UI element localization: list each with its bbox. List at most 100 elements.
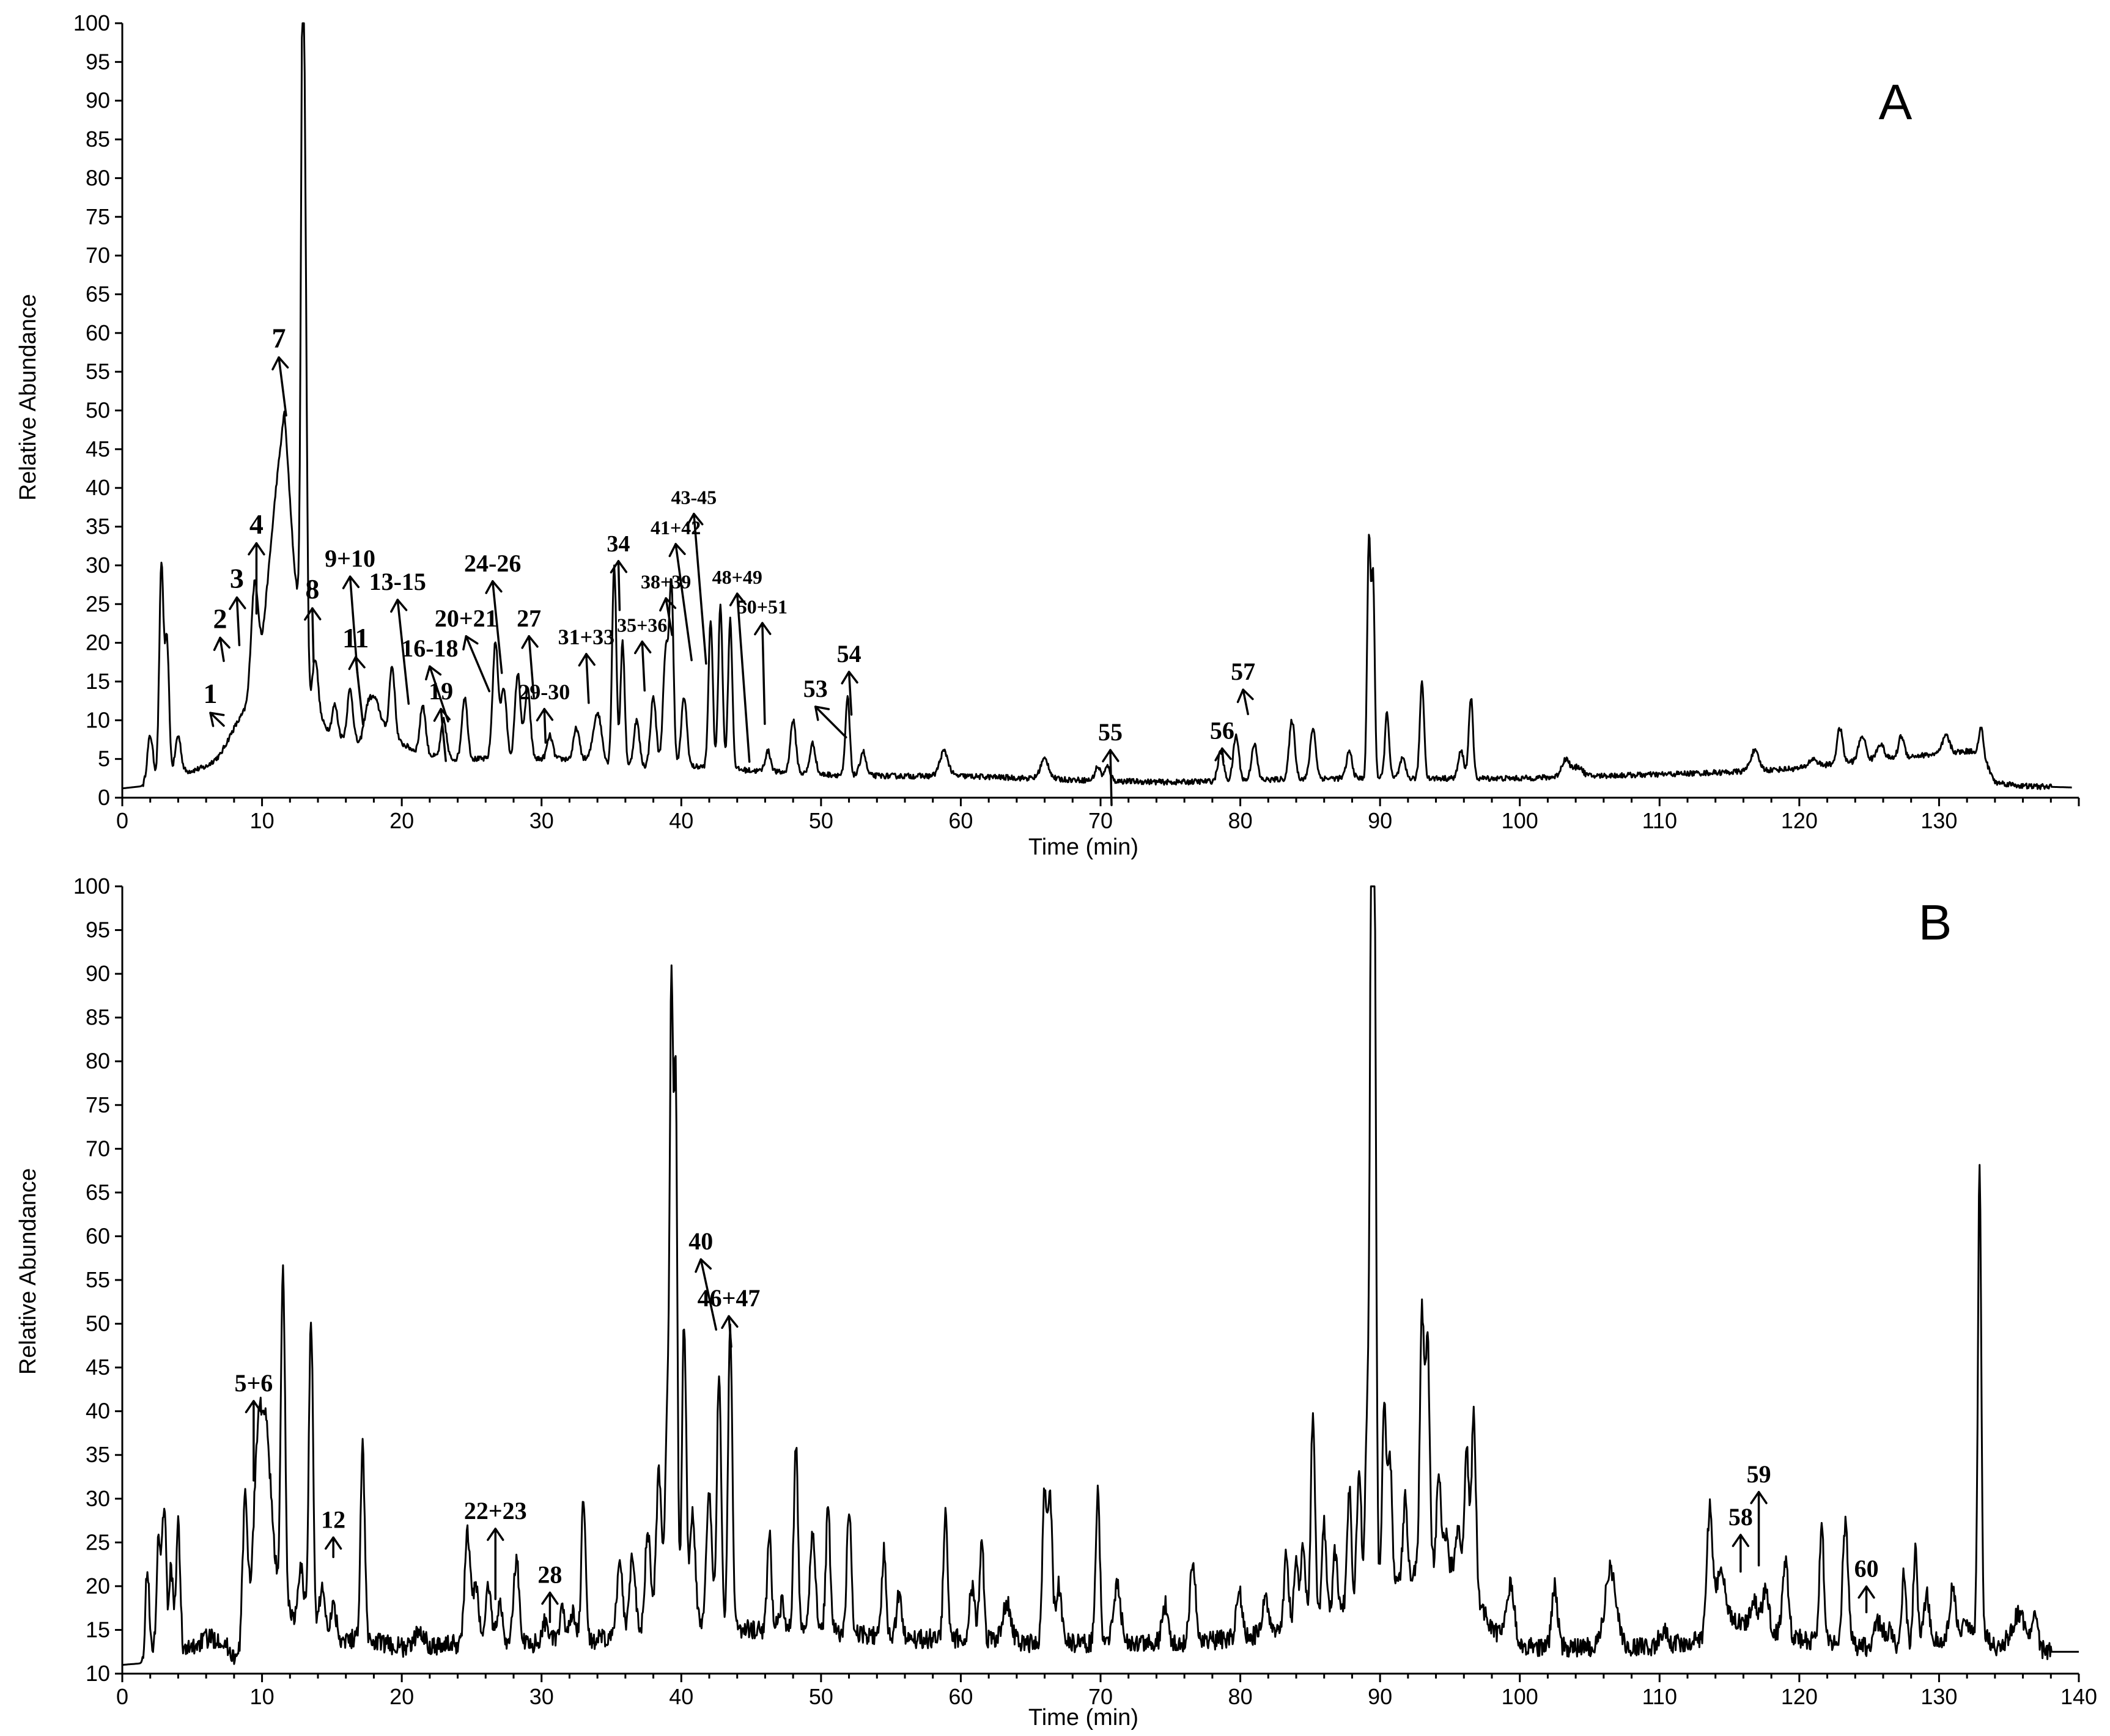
panel-a-trace <box>122 22 2072 790</box>
panel-a-annotation-arrow <box>354 656 364 726</box>
panel-a-annotation-arrow <box>219 636 225 663</box>
panel-a-annotation-arrowhead <box>425 665 442 681</box>
panel-a-peak-annotation: 8 <box>304 573 322 663</box>
panel-b-x-tick-label: 140 <box>2060 1684 2097 1709</box>
panel-a-annotation-arrow <box>665 597 673 636</box>
panel-a-annotation-arrow <box>1242 688 1249 715</box>
panel-a-y-axis: 0 5 10 15 20 25 30 35 40 45 50 55 60 65 70 75 80 85 90 95 10… <box>73 10 124 810</box>
panel-a-peak-label: 56 <box>1210 717 1234 745</box>
panel-a-annotation-arrow <box>736 592 751 763</box>
panel-a-y-tick-label: 90 <box>86 88 110 113</box>
panel-b-annotation-arrow <box>699 1258 718 1331</box>
panel-a-peak-annotation: 7 <box>271 323 289 417</box>
panel-b-y-tick-label: 80 <box>86 1048 110 1073</box>
panel-a-annotation-arrowhead <box>634 640 652 655</box>
panel-a-x-tick-label: 20 <box>389 808 414 833</box>
panel-a-chromatogram-trace <box>122 22 2072 790</box>
panel-a-y-tick-label: 85 <box>86 127 110 152</box>
panel-a-annotation-arrowhead <box>271 356 289 370</box>
panel-a-y-tick-label: 95 <box>86 49 110 74</box>
panel-b-trace <box>122 885 2079 1666</box>
panel-a-peak-label: 16-18 <box>401 634 458 662</box>
panel-a-peak-label: 41+42 <box>651 517 701 539</box>
panel-a-y-tick-label: 100 <box>73 10 110 35</box>
panel-b-label: B <box>1919 895 1952 951</box>
panel-a-annotation-arrow <box>585 653 590 704</box>
panel-a-annotation-arrowhead <box>610 560 628 574</box>
panel-a-peak-label: 11 <box>342 622 369 653</box>
panel-b-x-tick-label: 70 <box>1088 1684 1113 1709</box>
panel-a-y-tick-label: 80 <box>86 165 110 190</box>
panel-a-peak-label: 43-45 <box>671 487 717 509</box>
panel-a-annotation-arrow <box>209 712 225 727</box>
panel-a-annotation-arrow <box>1221 747 1225 763</box>
panel-a-y-tick-label: 20 <box>86 630 110 655</box>
panel-a-annotation-arrow <box>465 635 491 693</box>
panel-a-annotation-arrow <box>429 665 449 723</box>
panel-a-y-tick-label: 15 <box>86 669 110 694</box>
panel-a-peak-annotation: 41+42 <box>651 517 701 661</box>
panel-a-y-tick-label: 0 <box>98 785 110 810</box>
panel-a-y-tick-label: 55 <box>86 359 110 384</box>
panel-a-peak-label: 34 <box>607 531 630 557</box>
panel-a-annotation-arrowhead <box>462 635 479 651</box>
panel-a-peak-annotation: 57 <box>1231 658 1255 715</box>
panel-b-x-axis: 0 10 20 30 40 50 60 70 80 90 100 110 120 130 140 <box>116 1672 2097 1709</box>
panel-a-annotation-arrow <box>396 598 410 705</box>
chromatogram-panel-a: A Relative Abundance Time (min) 05101520… <box>15 10 2080 860</box>
panel-b-peak-annotation: 60 <box>1854 1554 1879 1614</box>
panel-a-annotation-arrow <box>491 580 503 674</box>
panel-b-x-tick-label: 90 <box>1368 1684 1392 1709</box>
panel-a-y-tick-label: 60 <box>86 320 110 345</box>
panel-a-annotation-arrow <box>761 622 766 726</box>
panel-b-y-tick-label: 45 <box>86 1355 110 1380</box>
panel-a-annotation-arrowhead <box>342 575 360 590</box>
panel-b-x-tick-label: 10 <box>250 1684 275 1709</box>
panel-a-annotation-arrowhead <box>668 543 686 557</box>
panel-b-peak-label: 60 <box>1854 1554 1879 1582</box>
panel-a-peak-annotation: 50+51 <box>737 595 788 726</box>
panel-a-peak-label: 24-26 <box>464 550 521 577</box>
panel-a-peak-annotation: 34 <box>607 531 630 611</box>
panel-a-peak-annotation: 53 <box>803 675 847 738</box>
panel-b-peak-label: 22+23 <box>464 1497 527 1525</box>
panel-b-peak-label: 58 <box>1728 1503 1753 1531</box>
panel-a-annotation-arrow <box>1109 749 1113 806</box>
panel-a-annotation-arrow <box>693 512 707 665</box>
panel-b-y-tick-label: 40 <box>86 1399 110 1424</box>
panel-a-peak-label: 57 <box>1231 658 1255 685</box>
panel-a-peak-annotation: 9+10 <box>325 545 375 674</box>
panel-a-annotation-arrowhead <box>754 622 772 636</box>
panel-b-x-tick-label: 30 <box>529 1684 554 1709</box>
panel-b-annotation-arrowhead <box>487 1528 504 1541</box>
panel-a-annotation-arrowhead <box>304 607 322 621</box>
panel-b-y-tick-label: 95 <box>86 918 110 943</box>
panel-a-peak-label: 1 <box>204 678 218 709</box>
panel-a-annotation-arrowhead <box>578 653 596 667</box>
panel-a-peak-label: 29-30 <box>518 680 570 704</box>
panel-a-peak-annotation: 20+21 <box>435 605 498 693</box>
panel-a-x-tick-label: 40 <box>669 808 693 833</box>
panel-b-y-tick-label: 90 <box>86 961 110 986</box>
panel-b-annotation-arrowhead <box>1750 1491 1768 1504</box>
panel-b-annotation-arrowhead <box>541 1591 559 1605</box>
panel-a-peak-label: 2 <box>213 603 227 634</box>
panel-a-annotation-arrowhead <box>229 596 246 610</box>
panel-a-peak-label: 13-15 <box>369 568 426 595</box>
panel-b-peak-annotation: 12 <box>321 1506 345 1559</box>
panel-b-peak-annotation: 28 <box>537 1561 562 1624</box>
panel-b-x-tick-label: 60 <box>948 1684 973 1709</box>
panel-a-peak-annotation: 48+49 <box>712 566 762 763</box>
panel-a-x-tick-label: 10 <box>250 808 275 833</box>
panel-a-x-tick-label: 100 <box>1502 808 1538 833</box>
panel-a-annotation-arrow <box>440 708 447 762</box>
panel-a-x-tick-label: 0 <box>116 808 128 833</box>
panel-a-annotation-arrow <box>617 560 621 611</box>
panel-b-y-tick-label: 10 <box>86 1661 110 1686</box>
panel-a-y-tick-label: 40 <box>86 475 110 500</box>
panel-b-x-axis-title: Time (min) <box>1028 1705 1138 1730</box>
panel-a-annotation-arrow <box>235 596 241 647</box>
panel-a-annotation-arrowhead <box>814 705 830 721</box>
panel-a-peak-annotation: 13-15 <box>369 568 426 705</box>
